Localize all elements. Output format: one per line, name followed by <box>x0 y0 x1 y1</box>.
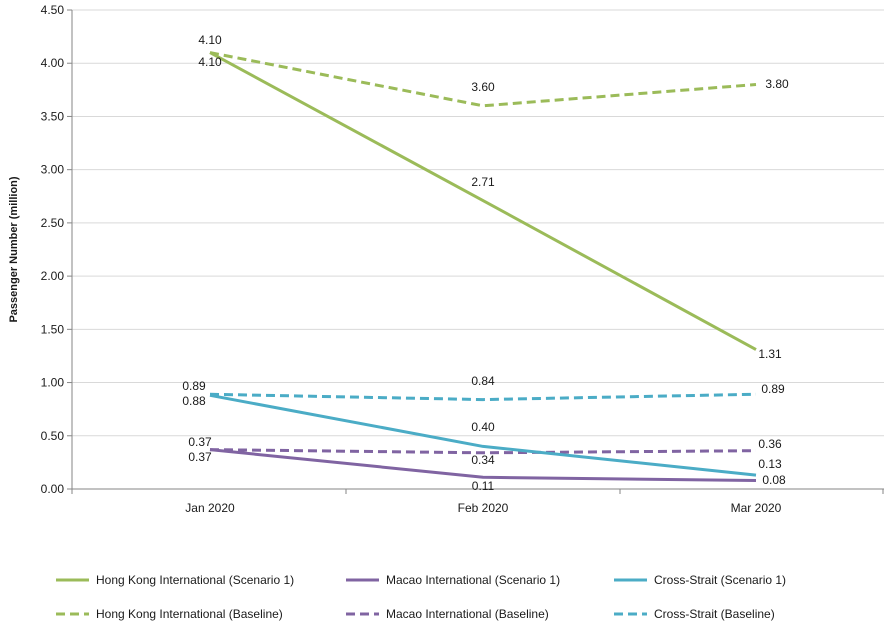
data-label: 0.34 <box>471 453 495 467</box>
legend-label: Hong Kong International (Baseline) <box>96 607 283 621</box>
y-tick-label: 0.00 <box>41 482 65 496</box>
legend-label: Cross-Strait (Baseline) <box>654 607 775 621</box>
data-label: 0.08 <box>762 473 786 487</box>
data-label: 0.84 <box>471 374 495 388</box>
y-axis-ticks: 0.00 0.50 1.00 1.50 2.00 2.50 3.00 3.50 4.00 4.50 <box>41 3 65 496</box>
data-label: 0.37 <box>188 435 212 449</box>
x-axis-ticks: Jan 2020 Feb 2020 Mar 2020 <box>185 501 781 515</box>
series-line <box>209 393 757 477</box>
y-tick-label: 2.00 <box>41 269 65 283</box>
legend-label: Cross-Strait (Scenario 1) <box>654 573 786 587</box>
data-label: 0.89 <box>182 379 206 393</box>
data-label: 3.80 <box>765 77 789 91</box>
data-label: 0.36 <box>758 437 782 451</box>
y-tick-label: 2.50 <box>41 216 65 230</box>
data-label: 0.13 <box>758 457 782 471</box>
series-lines <box>209 51 757 482</box>
data-label: 0.88 <box>182 394 206 408</box>
y-tick-label: 3.00 <box>41 163 65 177</box>
gridlines <box>72 9 884 437</box>
data-label: 0.11 <box>472 479 495 493</box>
legend-label: Macao International (Scenario 1) <box>386 573 560 587</box>
series-line <box>209 448 757 455</box>
data-label: 4.10 <box>198 33 222 47</box>
data-label: 0.37 <box>188 450 212 464</box>
data-label: 3.60 <box>471 80 495 94</box>
y-tick-label: 3.50 <box>41 109 65 123</box>
data-label: 4.10 <box>198 55 222 69</box>
x-tick-label: Mar 2020 <box>731 501 782 515</box>
y-tick-label: 1.50 <box>41 322 65 336</box>
data-label: 2.71 <box>471 175 495 189</box>
y-tick-label: 4.50 <box>41 3 65 17</box>
series-line <box>209 51 757 108</box>
axes <box>67 9 884 494</box>
y-tick-label: 0.50 <box>41 429 65 443</box>
legend-label: Macao International (Baseline) <box>386 607 549 621</box>
data-label: 0.89 <box>761 382 785 396</box>
y-axis-label: Passenger Number (million) <box>8 176 20 322</box>
series-line <box>209 51 757 351</box>
x-tick-label: Jan 2020 <box>185 501 235 515</box>
series-line <box>209 448 757 482</box>
data-label: 1.31 <box>758 347 782 361</box>
data-labels: 4.10 2.71 1.31 0.37 0.11 0.08 0.88 0.40 0.13 4.10… <box>182 33 789 493</box>
x-tick-label: Feb 2020 <box>458 501 509 515</box>
series-line <box>209 392 757 402</box>
legend-label: Hong Kong International (Scenario 1) <box>96 573 294 587</box>
legend: Hong Kong International (Scenario 1) Maca… <box>56 573 786 621</box>
data-label: 0.40 <box>471 420 495 434</box>
y-tick-label: 4.00 <box>41 56 65 70</box>
y-tick-label: 1.00 <box>41 376 65 390</box>
